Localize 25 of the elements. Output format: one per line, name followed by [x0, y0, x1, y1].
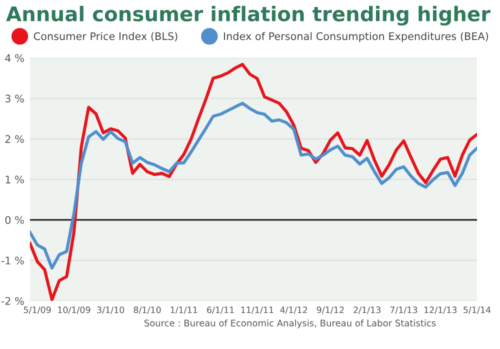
- y-tick-label: 4 %: [5, 54, 24, 62]
- y-tick-label: 1 %: [6, 176, 24, 184]
- x-tick-label: 11/1/11: [241, 306, 274, 314]
- x-tick-label: 8/1/10: [134, 306, 161, 314]
- x-tick-label: 3/1/10: [97, 306, 124, 314]
- line-series: [30, 102, 477, 270]
- legend-label: Consumer Price Index (BLS): [34, 32, 178, 42]
- y-tick-label: 2 %: [5, 135, 24, 144]
- x-tick-label: 9/1/12: [316, 306, 344, 314]
- x-tick-label: 5/1/14: [464, 306, 491, 314]
- source-note: Source : Bureau of Economic Analysis, Bureau of Labor Statistics: [144, 319, 436, 328]
- y-tick-label: 0 %: [5, 216, 24, 224]
- y-tick-label: -1 %: [1, 256, 24, 264]
- y-tick-label: -2 %: [1, 297, 24, 305]
- x-tick-label: 10/1/09: [58, 306, 90, 314]
- x-tick-label: 5/1/09: [24, 306, 51, 314]
- chart-title: Annual consumer inflation trending higher: [6, 6, 490, 26]
- x-tick-label: 1/1/11: [170, 306, 198, 314]
- x-tick-label: 6/1/11: [207, 306, 234, 314]
- legend-label: Index of Personal Consumption Expenditures (BEA): [224, 32, 488, 42]
- x-tick-label: 12/1/13: [424, 306, 457, 314]
- x-tick-label: 4/1/12: [280, 306, 308, 314]
- y-tick-label: 3 %: [5, 94, 24, 103]
- x-tick-label: 7/1/13: [390, 306, 418, 314]
- x-tick-label: 2/1/13: [354, 306, 380, 314]
